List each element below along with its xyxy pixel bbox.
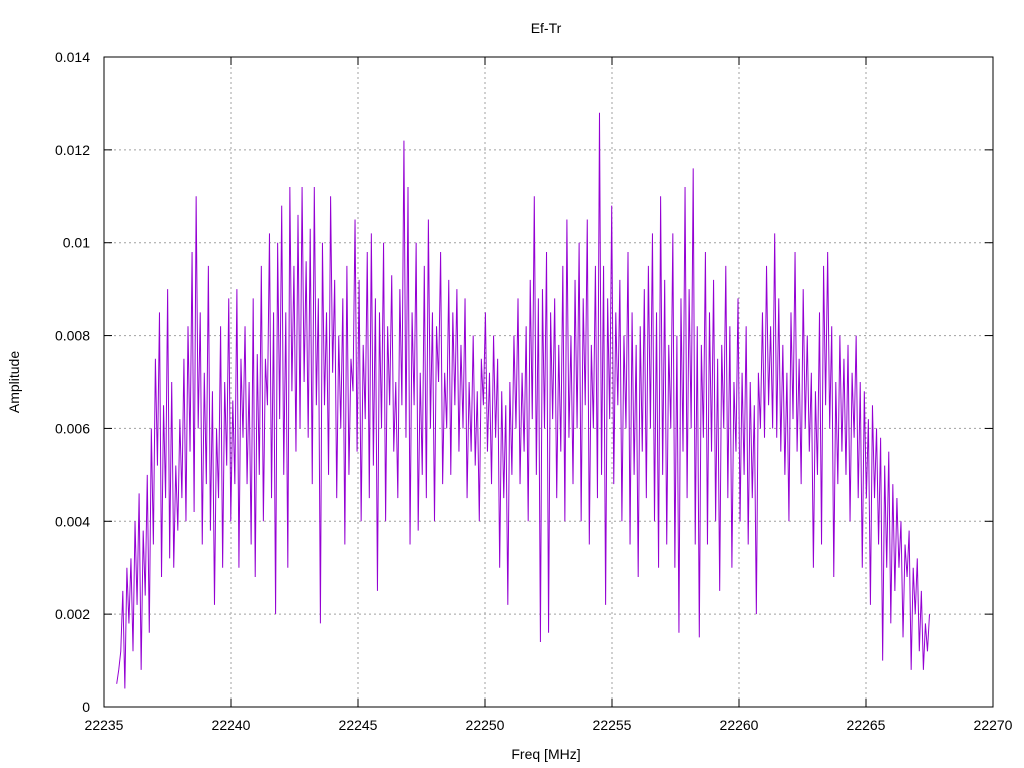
y-tick-label: 0 [82,699,90,715]
y-tick-label: 0.004 [55,513,90,529]
x-tick-label: 22255 [593,717,632,733]
x-tick-label: 22235 [85,717,124,733]
x-tick-labels: 22235 22240 22245 22250 22255 22260 22265 22270 [85,717,1013,733]
x-tick-label: 22270 [974,717,1013,733]
y-tick-label: 0.006 [55,420,90,436]
x-tick-label: 22265 [847,717,886,733]
series-line [116,112,930,689]
y-tick-labels: 0 0.002 0.004 0.006 0.008 0.01 0.012 0.014 [55,49,90,715]
x-tick-label: 22240 [212,717,251,733]
y-tick-label: 0.014 [55,49,90,65]
plot-border [103,56,994,708]
y-tick-label: 0.002 [55,606,90,622]
y-tick-label: 0.012 [55,142,90,158]
chart-title: Ef-Tr [531,20,562,36]
x-axis-title: Freq [MHz] [511,746,580,762]
x-tick-label: 22260 [720,717,759,733]
y-tick-label: 0.01 [63,235,90,251]
y-axis-title: Amplitude [6,351,22,413]
y-tick-label: 0.008 [55,328,90,344]
x-tick-label: 22250 [466,717,505,733]
x-tick-label: 22245 [339,717,378,733]
